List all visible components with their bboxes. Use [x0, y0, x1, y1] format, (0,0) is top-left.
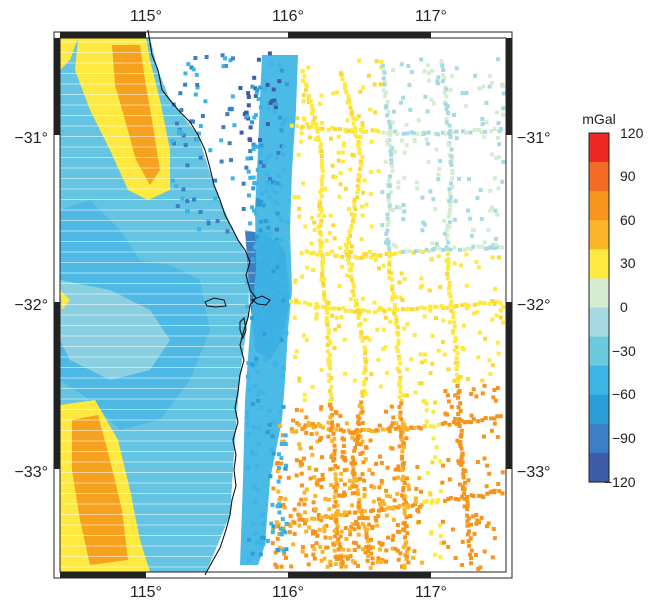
cb-tick-30: 30: [620, 255, 636, 271]
lat-label-right-33: −33°: [517, 464, 551, 481]
top-longitude-labels: 115° 116° 117°: [130, 8, 447, 25]
map-raster: [60, 38, 506, 572]
colorbar-bin: [589, 365, 609, 396]
colorbar-bin: [589, 278, 609, 309]
cb-tick-minus60: −60: [612, 386, 636, 402]
cb-tick-90: 90: [620, 168, 636, 184]
colorbar-bin: [589, 191, 609, 221]
cb-tick-60: 60: [620, 212, 636, 228]
colorbar-bin: [589, 452, 609, 483]
cb-tick-0: 0: [620, 299, 628, 315]
lon-label-top-115: 115°: [130, 8, 162, 25]
island-garden: [239, 316, 247, 340]
left-latitude-labels: −31° −32° −33°: [14, 130, 48, 481]
cb-tick-minus90: −90: [612, 430, 636, 446]
colorbar-bin: [589, 133, 609, 163]
estuary: [250, 295, 271, 306]
colorbar-bin: [589, 394, 609, 425]
colorbar-bin: [589, 336, 609, 367]
lon-label-bottom-115: 115°: [130, 584, 162, 601]
lat-label-right-32: −32°: [517, 297, 551, 314]
lon-label-top-116: 116°: [272, 8, 304, 25]
map-frame: [53, 31, 513, 579]
colorbar-scale: [589, 133, 609, 483]
lat-label-left-32: −32°: [14, 297, 48, 314]
cb-tick-minus30: −30: [612, 343, 636, 359]
colorbar-unit: mGal: [582, 111, 615, 127]
island-rottnest: [204, 297, 227, 308]
cb-tick-120: 120: [620, 125, 644, 141]
colorbar-bin: [589, 307, 609, 338]
lat-label-left-33: −33°: [14, 464, 48, 481]
colorbar-bin: [589, 220, 609, 250]
bottom-longitude-labels: 115° 116° 117°: [130, 584, 447, 601]
cb-tick-minus120: −120: [604, 474, 636, 490]
colorbar-tick-labels: 120 90 60 30 0 −30 −60 −90 −120: [604, 125, 644, 490]
lon-label-bottom-117: 117°: [415, 584, 447, 601]
lon-label-top-117: 117°: [415, 8, 447, 25]
lat-label-left-31: −31°: [14, 130, 48, 147]
colorbar-bin: [589, 423, 609, 454]
colorbar-bin: [589, 162, 609, 192]
colorbar: mGal 120 90 60 30 0 −30 −60 −90 −120: [582, 111, 643, 490]
colorbar-bin: [589, 249, 609, 280]
right-latitude-labels: −31° −32° −33°: [517, 130, 551, 481]
lon-label-bottom-116: 116°: [272, 584, 304, 601]
lat-label-right-31: −31°: [517, 130, 551, 147]
